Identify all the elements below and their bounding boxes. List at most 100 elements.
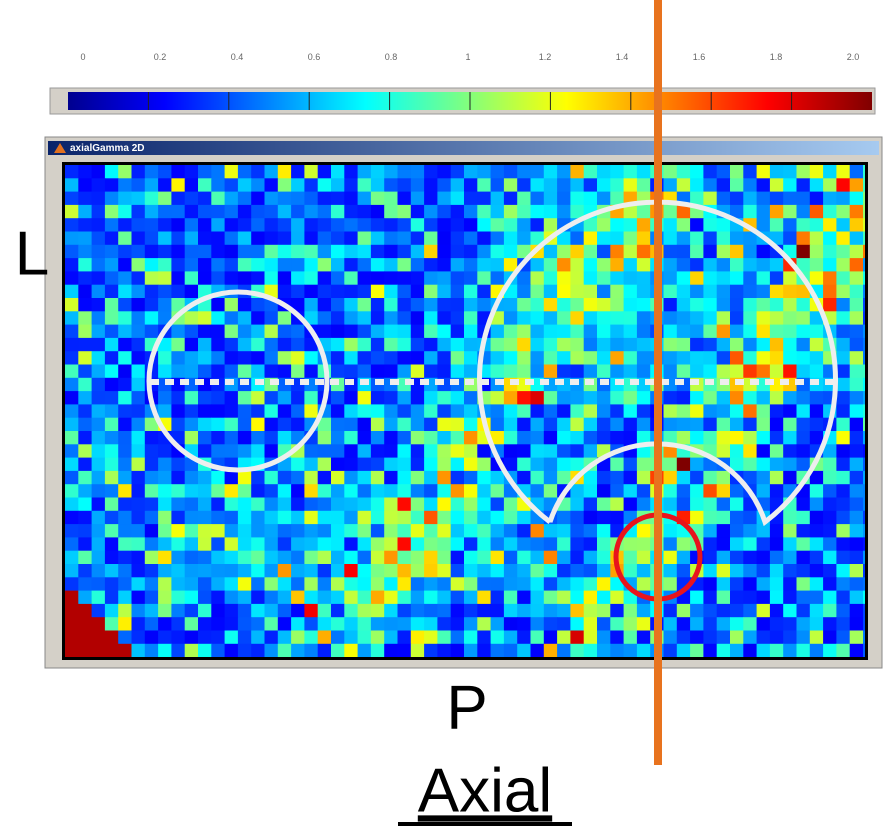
map-cell bbox=[503, 191, 518, 206]
map-cell bbox=[277, 284, 292, 299]
map-cell bbox=[277, 510, 292, 525]
map-cell bbox=[158, 284, 172, 299]
map-cell bbox=[450, 258, 465, 272]
map-cell bbox=[623, 457, 638, 472]
map-cell bbox=[424, 204, 438, 219]
colorbar-tick-label: 1.6 bbox=[693, 52, 706, 62]
map-cell bbox=[783, 178, 797, 193]
map-cell bbox=[291, 617, 305, 631]
map-cell bbox=[490, 178, 505, 193]
map-cell bbox=[291, 271, 305, 286]
map-cell bbox=[676, 470, 691, 485]
map-cell bbox=[264, 524, 279, 538]
map-cell bbox=[570, 178, 585, 193]
map-cell bbox=[796, 617, 811, 631]
map-cell bbox=[743, 643, 758, 657]
map-cell bbox=[158, 470, 172, 485]
map-cell bbox=[597, 630, 611, 645]
map-cell bbox=[517, 298, 531, 312]
map-cell bbox=[171, 564, 186, 578]
map-cell bbox=[796, 510, 811, 525]
map-cell bbox=[384, 391, 398, 405]
map-cell bbox=[557, 298, 571, 312]
map-cell bbox=[743, 431, 758, 445]
map-cell bbox=[211, 258, 226, 272]
map-cell bbox=[610, 271, 625, 286]
map-cell bbox=[796, 524, 811, 538]
map-cell bbox=[557, 537, 571, 552]
map-cell bbox=[344, 431, 359, 445]
map-cell bbox=[331, 617, 345, 631]
map-cell bbox=[716, 271, 731, 286]
map-cell bbox=[370, 218, 385, 232]
map-cell bbox=[384, 298, 398, 312]
map-cell bbox=[384, 191, 398, 206]
map-cell bbox=[543, 337, 558, 352]
map-cell bbox=[91, 470, 106, 485]
map-cell bbox=[610, 431, 625, 445]
map-cell bbox=[384, 510, 398, 525]
map-cell bbox=[530, 524, 545, 538]
map-cell bbox=[716, 244, 731, 259]
map-cell bbox=[158, 404, 172, 419]
map-cell bbox=[397, 497, 412, 512]
map-cell bbox=[809, 470, 824, 485]
map-cell bbox=[104, 178, 119, 193]
map-cell bbox=[570, 231, 585, 246]
map-cell bbox=[397, 231, 412, 246]
map-cell bbox=[357, 218, 372, 232]
map-cell bbox=[836, 590, 851, 605]
map-cell bbox=[211, 497, 226, 512]
map-cell bbox=[131, 377, 146, 392]
map-cell bbox=[211, 324, 226, 339]
map-cell bbox=[104, 391, 119, 405]
map-cell bbox=[198, 311, 212, 326]
map-cell bbox=[397, 271, 412, 286]
map-cell bbox=[344, 444, 359, 459]
map-cell bbox=[331, 324, 345, 339]
map-cell bbox=[410, 550, 425, 565]
map-cell bbox=[198, 337, 212, 352]
map-cell bbox=[304, 165, 319, 179]
map-cell bbox=[636, 564, 651, 578]
map-cell bbox=[397, 244, 412, 259]
map-cell bbox=[809, 231, 824, 246]
map-cell bbox=[450, 284, 465, 299]
map-cell bbox=[450, 364, 465, 379]
map-cell bbox=[264, 550, 279, 565]
map-cell bbox=[237, 431, 252, 445]
map-cell bbox=[277, 311, 292, 326]
map-cell bbox=[663, 165, 678, 179]
map-cell bbox=[490, 643, 505, 657]
map-cell bbox=[703, 470, 718, 485]
map-cell bbox=[769, 311, 784, 326]
map-cell bbox=[144, 524, 159, 538]
map-cell bbox=[490, 603, 505, 618]
map-cell bbox=[131, 537, 146, 552]
map-cell bbox=[78, 231, 93, 246]
map-cell bbox=[397, 298, 412, 312]
map-cell bbox=[198, 444, 212, 459]
map-cell bbox=[570, 643, 585, 657]
map-cell bbox=[450, 178, 465, 193]
map-cell bbox=[198, 577, 212, 592]
map-cell bbox=[211, 590, 226, 605]
map-cell bbox=[716, 564, 731, 578]
map-cell bbox=[716, 337, 731, 352]
map-cell bbox=[543, 484, 558, 498]
map-cell bbox=[424, 564, 438, 578]
map-cell bbox=[384, 444, 398, 459]
map-cell bbox=[477, 497, 492, 512]
map-cell bbox=[291, 564, 305, 578]
map-cell bbox=[610, 630, 625, 645]
map-cell bbox=[65, 417, 79, 432]
map-cell bbox=[849, 165, 864, 179]
map-cell bbox=[597, 617, 611, 631]
map-cell bbox=[171, 457, 186, 472]
map-cell bbox=[237, 298, 252, 312]
map-cell bbox=[743, 191, 758, 206]
map-cell bbox=[317, 470, 332, 485]
map-cell bbox=[144, 590, 159, 605]
map-cell bbox=[583, 431, 598, 445]
map-cell bbox=[171, 524, 186, 538]
